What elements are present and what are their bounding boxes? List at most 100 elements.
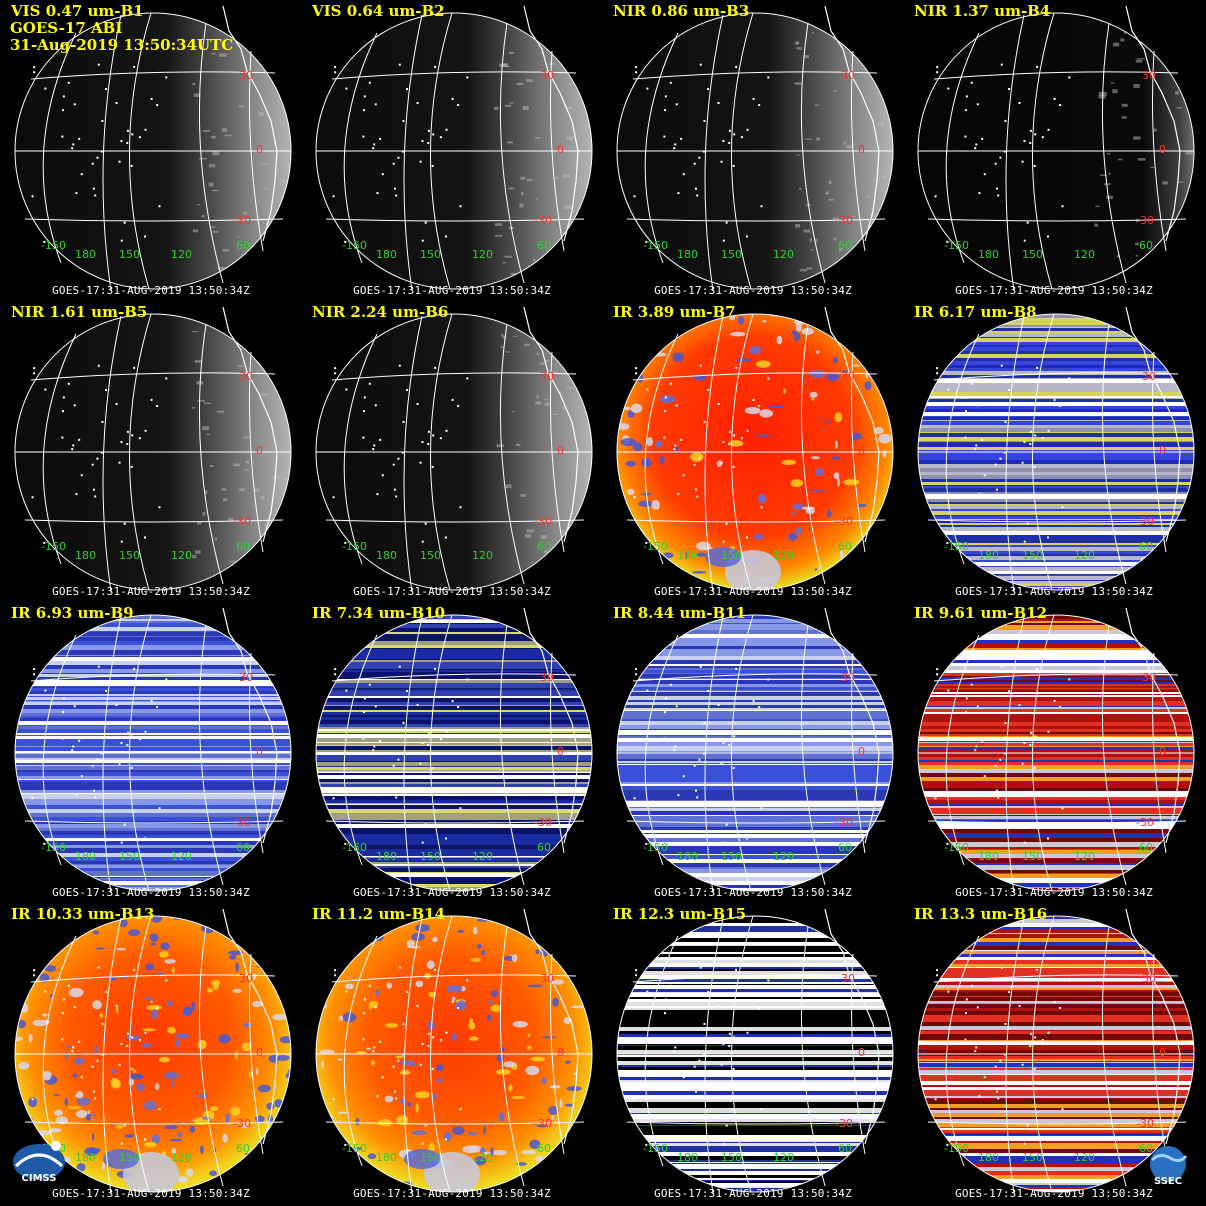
grid-label: 180 xyxy=(677,850,698,863)
grid-label: 60 xyxy=(236,540,250,553)
grid-label: -30 xyxy=(1136,515,1154,528)
grid-label: 150 xyxy=(420,850,441,863)
grid-label: 150 xyxy=(420,549,441,562)
band-panel: 30 0 -30 -150 180 150 120 60 IR 9.61 um-B12 GOES-… xyxy=(904,603,1204,903)
grid-label: 0 xyxy=(557,1046,564,1059)
grid-label: 30 xyxy=(841,370,855,383)
grid-label: 180 xyxy=(376,549,397,562)
panel-footer: GOES-17:31-AUG-2019 13:50:34Z xyxy=(955,886,1153,899)
grid-label: 60 xyxy=(838,1142,852,1155)
grid-label: 30 xyxy=(540,671,554,684)
grid-label: 30 xyxy=(540,69,554,82)
panel-footer: GOES-17:31-AUG-2019 13:50:34Z xyxy=(52,886,250,899)
band-panel: 30 0 -30 -150 180 150 120 60 IR 6.93 um-B9 GOES-1… xyxy=(1,603,301,903)
band-panel: 30 0 -30 -150 180 150 120 60 IR 7.34 um-B10 GOES-… xyxy=(302,603,602,903)
grid-label: 60 xyxy=(537,239,551,252)
grid-label: 120 xyxy=(472,850,493,863)
cimss-logo: CIMSS xyxy=(10,1136,68,1192)
grid-label: 0 xyxy=(557,143,564,156)
panel-footer: GOES-17:31-AUG-2019 13:50:34Z xyxy=(353,284,551,297)
panel-footer: GOES-17:31-AUG-2019 13:50:34Z xyxy=(654,886,852,899)
band-title: IR 6.93 um-B9 xyxy=(11,604,134,622)
panel-footer: GOES-17:31-AUG-2019 13:50:34Z xyxy=(52,284,250,297)
grid-label: 180 xyxy=(75,549,96,562)
grid-label: 0 xyxy=(557,745,564,758)
grid-label: 60 xyxy=(1139,239,1153,252)
grid-label: 0 xyxy=(858,143,865,156)
grid-label: 0 xyxy=(1159,745,1166,758)
band-title: IR 8.44 um-B11 xyxy=(613,604,747,622)
band-title: IR 6.17 um-B8 xyxy=(914,303,1037,321)
grid-label: -30 xyxy=(233,816,251,829)
grid-label: -30 xyxy=(835,515,853,528)
grid-label: 30 xyxy=(1142,972,1156,985)
grid-label: 0 xyxy=(256,745,263,758)
band-panel: 30 0 -30 -150 180 150 120 60 NIR 1.37 um-B4 GOES-… xyxy=(904,1,1204,301)
grid-label: -150 xyxy=(643,841,668,854)
band-title: NIR 0.86 um-B3 xyxy=(613,2,750,20)
grid-label: 120 xyxy=(171,248,192,261)
grid-label: 150 xyxy=(119,850,140,863)
grid-label: 0 xyxy=(858,444,865,457)
grid-label: 0 xyxy=(557,444,564,457)
grid-label: 120 xyxy=(171,850,192,863)
band-panel: 30 0 -30 -150 180 150 120 60 IR 8.44 um-B11 GOES-… xyxy=(603,603,903,903)
band-panel: 30 0 -30 -150 180 150 120 60 IR 12.3 um-B15 GOES-… xyxy=(603,904,903,1204)
grid-label: -30 xyxy=(534,515,552,528)
grid-label: 120 xyxy=(171,1151,192,1164)
grid-label: 60 xyxy=(537,841,551,854)
grid-label: -30 xyxy=(835,1117,853,1130)
band-panel: 30 0 -30 -150 180 150 120 60 VIS 0.64 um-B2 GOES-… xyxy=(302,1,602,301)
grid-label: 30 xyxy=(239,69,253,82)
grid-label: 60 xyxy=(236,1142,250,1155)
grid-label: -30 xyxy=(1136,1117,1154,1130)
grid-label: 0 xyxy=(858,745,865,758)
grid-label: 30 xyxy=(841,69,855,82)
band-panel: 30 0 -30 -150 180 150 120 60 IR 11.2 um-B14 GOES-… xyxy=(302,904,602,1204)
grid-label: 120 xyxy=(1074,248,1095,261)
grid-label: 120 xyxy=(773,549,794,562)
grid-label: 0 xyxy=(1159,143,1166,156)
band-panel: 30 0 -30 -150 180 150 120 60 VIS 0.47 um-B1 GOES-… xyxy=(1,1,301,301)
grid-label: -150 xyxy=(944,540,969,553)
band-title: IR 3.89 um-B7 xyxy=(613,303,736,321)
grid-label: 60 xyxy=(236,239,250,252)
band-title: IR 11.2 um-B14 xyxy=(312,905,446,923)
satellite-name: GOES-17 ABI xyxy=(10,19,123,37)
grid-label: -30 xyxy=(534,1117,552,1130)
grid-label: 60 xyxy=(537,1142,551,1155)
grid-label: 120 xyxy=(1074,549,1095,562)
grid-label: 150 xyxy=(119,549,140,562)
grid-label: 30 xyxy=(1142,671,1156,684)
grid-label: 30 xyxy=(239,671,253,684)
grid-label: 60 xyxy=(1139,1142,1153,1155)
grid-label: 180 xyxy=(978,1151,999,1164)
grid-label: 0 xyxy=(858,1046,865,1059)
band-title: NIR 1.61 um-B5 xyxy=(11,303,148,321)
grid-label: -30 xyxy=(233,515,251,528)
band-title: IR 12.3 um-B15 xyxy=(613,905,747,923)
grid-label: -150 xyxy=(643,540,668,553)
grid-label: -150 xyxy=(944,1142,969,1155)
grid-label: 120 xyxy=(1074,850,1095,863)
grid-label: 30 xyxy=(841,671,855,684)
grid-label: 120 xyxy=(472,248,493,261)
grid-label: 60 xyxy=(838,841,852,854)
grid-label: -150 xyxy=(643,239,668,252)
band-title: IR 7.34 um-B10 xyxy=(312,604,446,622)
grid-label: 120 xyxy=(472,549,493,562)
grid-label: 150 xyxy=(721,1151,742,1164)
grid-label: 30 xyxy=(239,370,253,383)
grid-label: -30 xyxy=(233,214,251,227)
grid-label: 120 xyxy=(472,1151,493,1164)
panel-footer: GOES-17:31-AUG-2019 13:50:34Z xyxy=(353,886,551,899)
grid-label: 0 xyxy=(1159,1046,1166,1059)
grid-label: 60 xyxy=(236,841,250,854)
grid-label: 120 xyxy=(171,549,192,562)
panel-footer: GOES-17:31-AUG-2019 13:50:34Z xyxy=(955,1187,1153,1200)
grid-label: 150 xyxy=(721,248,742,261)
grid-label: 150 xyxy=(1022,549,1043,562)
grid-label: -150 xyxy=(41,239,66,252)
panel-footer: GOES-17:31-AUG-2019 13:50:34Z xyxy=(955,284,1153,297)
